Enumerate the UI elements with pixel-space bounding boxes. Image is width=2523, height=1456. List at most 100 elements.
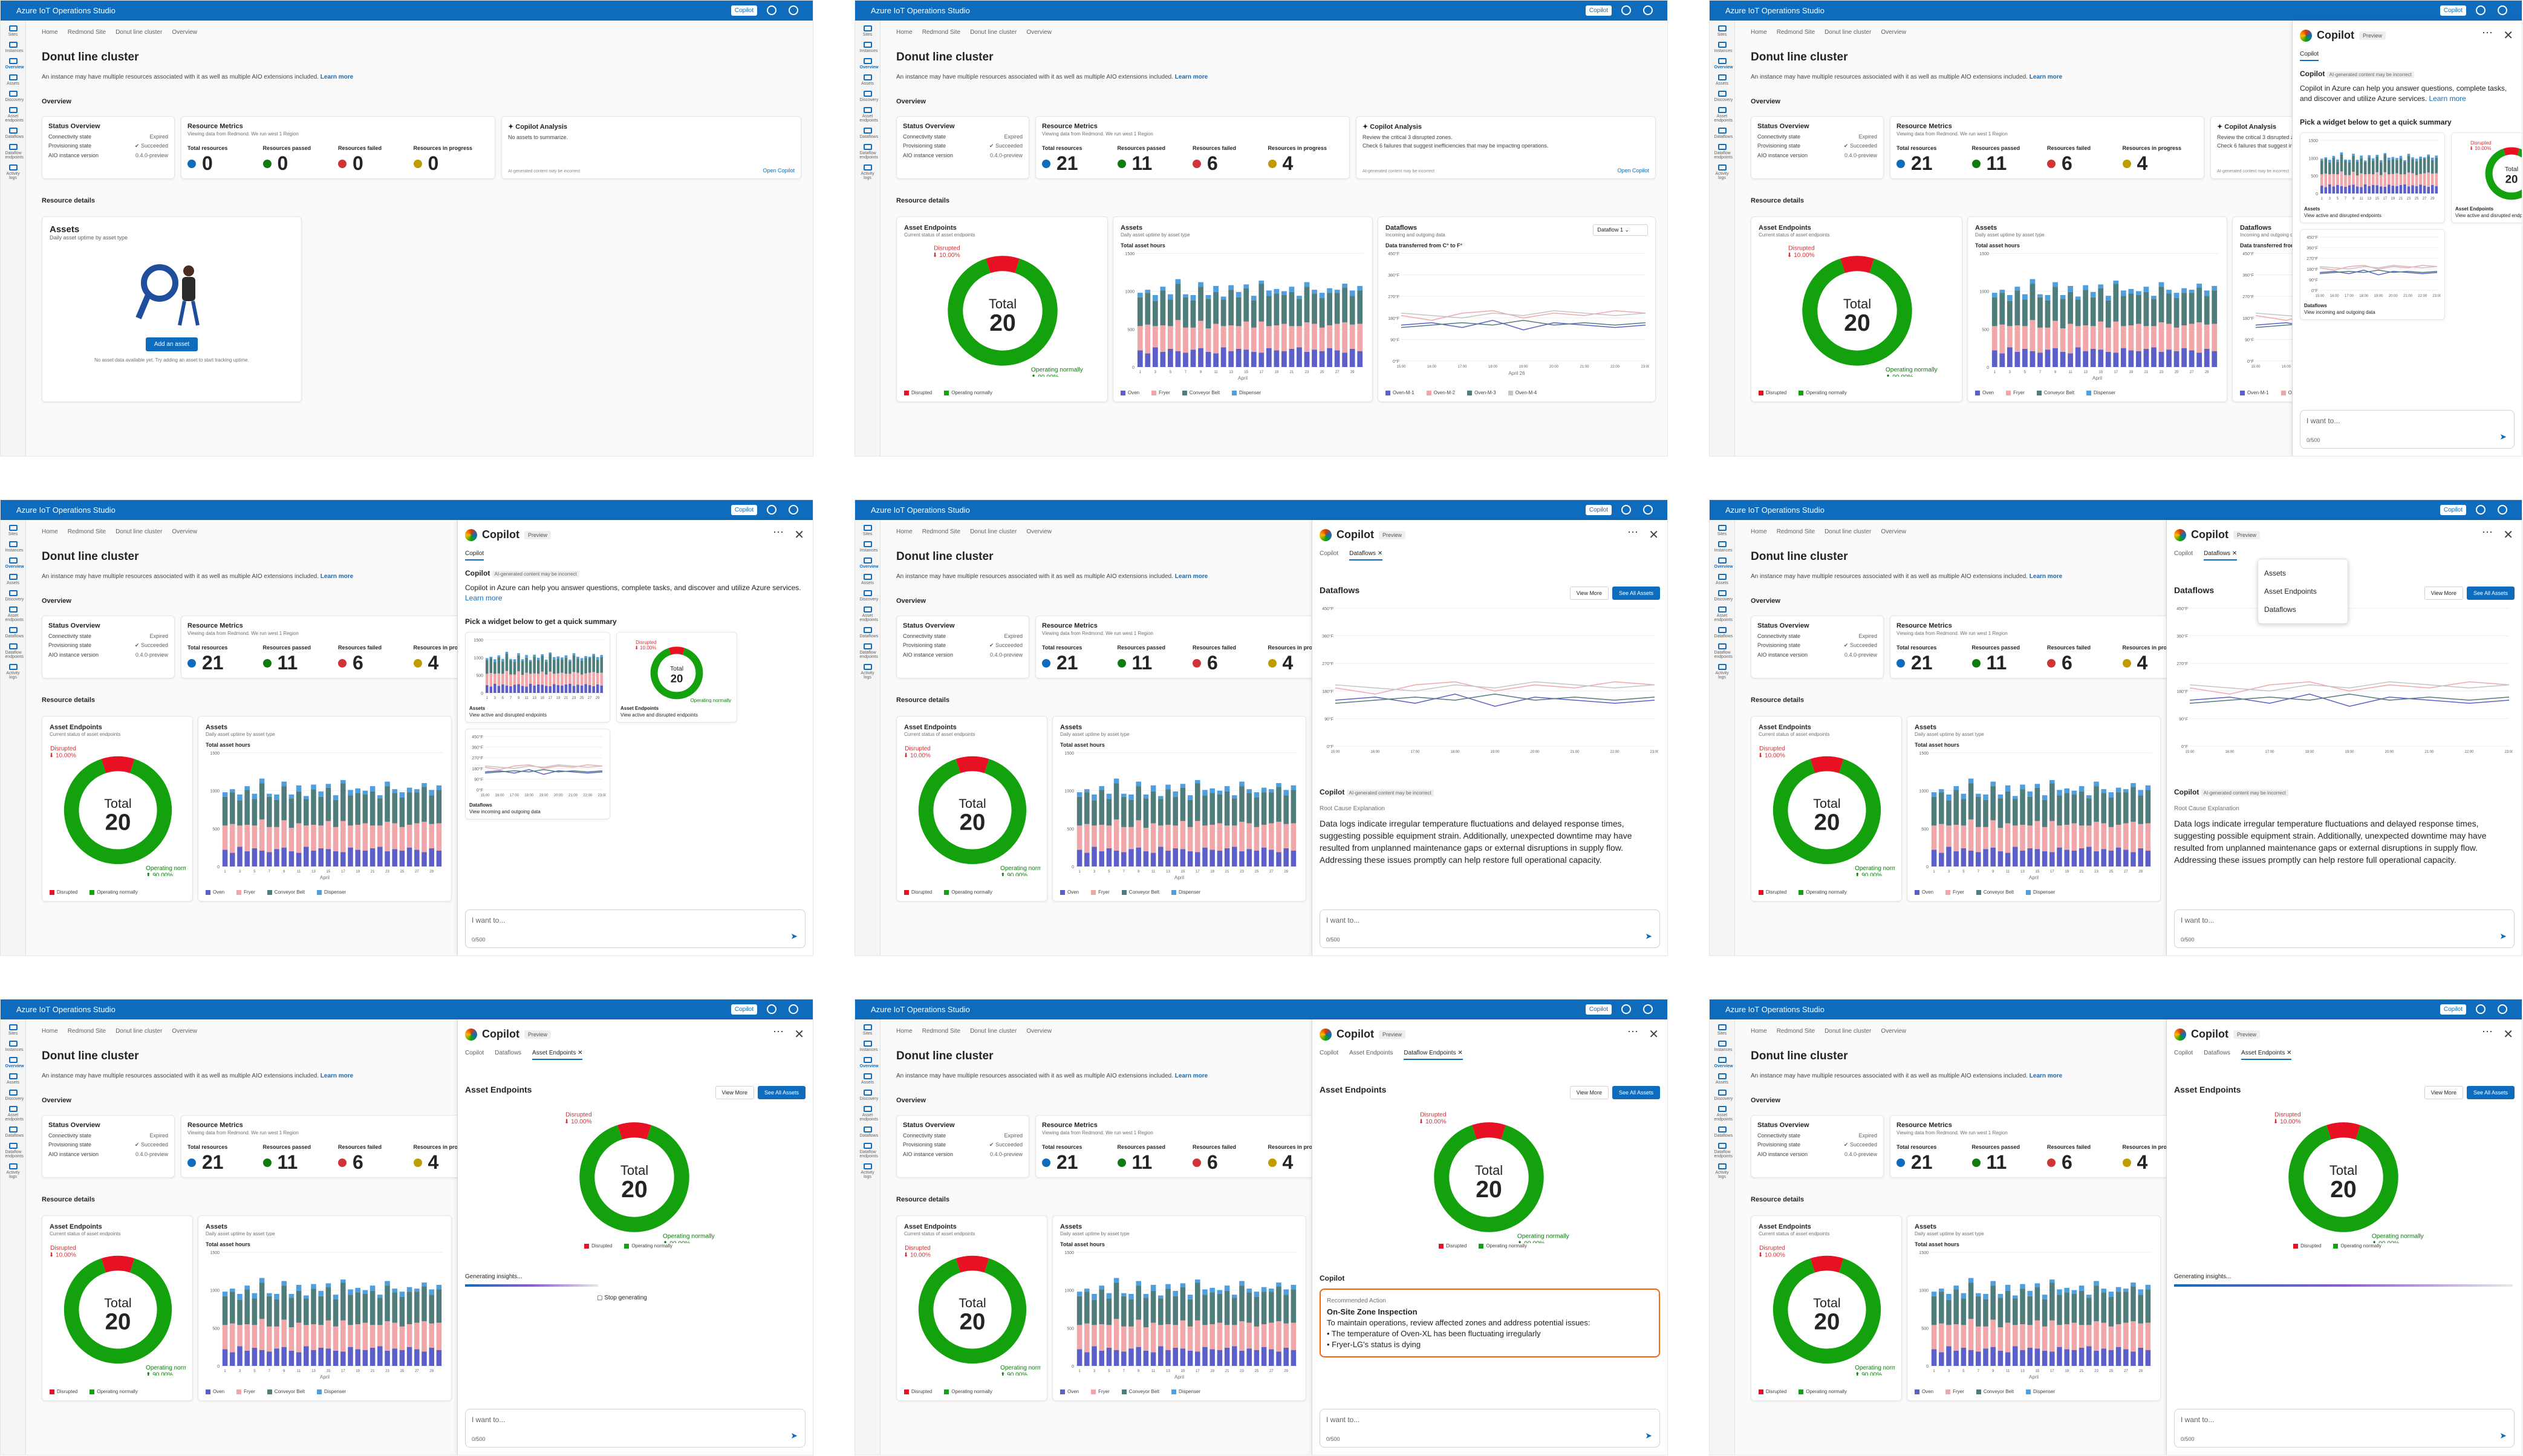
nav-item-asset-endpoints[interactable]: Asset endpoints xyxy=(5,606,24,622)
bar-conveyor-belt[interactable] xyxy=(2098,288,2104,322)
bar-conveyor-belt[interactable] xyxy=(1220,299,1226,327)
bar-dispenser[interactable] xyxy=(2328,160,2331,163)
bar-oven[interactable] xyxy=(2375,185,2379,193)
bar-fryer[interactable] xyxy=(274,827,279,850)
bar-conveyor-belt[interactable] xyxy=(2090,297,2096,327)
bar-conveyor-belt[interactable] xyxy=(1076,796,1082,826)
bar-fryer[interactable] xyxy=(1246,823,1252,850)
bar-conveyor-belt[interactable] xyxy=(2034,1287,2040,1321)
bar-conveyor-belt[interactable] xyxy=(489,658,493,674)
bar-dispenser[interactable] xyxy=(1246,1289,1252,1293)
bar-conveyor-belt[interactable] xyxy=(2049,783,2055,821)
bar-conveyor-belt[interactable] xyxy=(1187,1299,1193,1327)
nav-item-discovery[interactable]: Discovery xyxy=(5,1090,24,1101)
bar-dispenser[interactable] xyxy=(1953,786,1959,790)
bar-fryer[interactable] xyxy=(2399,174,2403,185)
breadcrumb-item[interactable]: Redmond Site xyxy=(922,29,961,36)
bar-dispenser[interactable] xyxy=(2332,155,2336,158)
line-oven-m-1[interactable] xyxy=(1335,694,1655,707)
bar-dispenser[interactable] xyxy=(2079,1285,2085,1291)
bar-dispenser[interactable] xyxy=(385,781,390,787)
bar-conveyor-belt[interactable] xyxy=(1113,1282,1119,1319)
bar-conveyor-belt[interactable] xyxy=(304,799,309,826)
breadcrumb-item[interactable]: Redmond Site xyxy=(1776,528,1815,535)
bar-oven[interactable] xyxy=(1145,353,1151,367)
close-icon[interactable]: ✕ xyxy=(794,528,804,542)
bar-conveyor-belt[interactable] xyxy=(2430,160,2434,174)
bar-dispenser[interactable] xyxy=(556,656,560,659)
nav-item-dataflow-endpoints[interactable]: Dataflow endpoints xyxy=(860,643,878,659)
bar-oven[interactable] xyxy=(1990,1347,1996,1366)
bar-fryer[interactable] xyxy=(1291,1322,1297,1350)
bar-conveyor-belt[interactable] xyxy=(2138,795,2143,824)
bar-conveyor-belt[interactable] xyxy=(2391,159,2395,174)
bar-conveyor-belt[interactable] xyxy=(2212,290,2218,324)
nav-item-sites[interactable]: Sites xyxy=(860,525,876,536)
bar-oven[interactable] xyxy=(399,850,405,866)
legend-item[interactable]: Conveyor Belt xyxy=(1976,889,2020,895)
bar-conveyor-belt[interactable] xyxy=(2068,291,2073,324)
bar-conveyor-belt[interactable] xyxy=(572,655,576,672)
bar-oven[interactable] xyxy=(1946,1346,1952,1366)
nav-item-dataflow-endpoints[interactable]: Dataflow endpoints xyxy=(1714,144,1733,160)
bar-fryer[interactable] xyxy=(1232,1325,1237,1347)
avatar-icon[interactable] xyxy=(1643,1004,1653,1014)
nav-item-dataflow-endpoints[interactable]: Dataflow endpoints xyxy=(5,1143,24,1159)
bar-oven[interactable] xyxy=(348,1347,353,1366)
bar-dispenser[interactable] xyxy=(497,655,501,657)
bar-fryer[interactable] xyxy=(2094,822,2099,851)
bar-dispenser[interactable] xyxy=(1283,1289,1289,1295)
bar-conveyor-belt[interactable] xyxy=(2123,1292,2129,1323)
nav-item-asset-endpoints[interactable]: Asset endpoints xyxy=(860,107,878,123)
bar-oven[interactable] xyxy=(296,853,302,866)
bar-oven[interactable] xyxy=(2212,351,2218,367)
bar-oven[interactable] xyxy=(592,686,595,693)
bar-oven[interactable] xyxy=(244,1350,250,1366)
nav-item-dataflows[interactable]: Dataflows xyxy=(860,1126,878,1138)
bar-dispenser[interactable] xyxy=(2415,158,2418,161)
bar-conveyor-belt[interactable] xyxy=(1092,1299,1097,1325)
bar-dispenser[interactable] xyxy=(222,1292,228,1296)
bar-oven[interactable] xyxy=(1243,349,1249,367)
legend-item[interactable]: Dispenser xyxy=(317,889,352,895)
bar-fryer[interactable] xyxy=(1205,328,1211,352)
bar-conveyor-belt[interactable] xyxy=(325,787,331,821)
bar-dispenser[interactable] xyxy=(296,785,302,791)
bar-oven[interactable] xyxy=(2098,349,2104,367)
bar-fryer[interactable] xyxy=(2204,324,2210,349)
bar-conveyor-belt[interactable] xyxy=(422,787,427,822)
bar-conveyor-belt[interactable] xyxy=(1228,290,1234,326)
bar-dispenser[interactable] xyxy=(274,1293,279,1299)
bar-oven[interactable] xyxy=(2101,1348,2106,1366)
breadcrumb-item[interactable]: Overview xyxy=(1026,29,1052,36)
bar-fryer[interactable] xyxy=(544,674,548,686)
bar-fryer[interactable] xyxy=(533,673,536,686)
bar-fryer[interactable] xyxy=(576,672,579,685)
bar-conveyor-belt[interactable] xyxy=(1217,1293,1223,1323)
breadcrumb-item[interactable]: Home xyxy=(896,528,913,535)
bar-fryer[interactable] xyxy=(2014,325,2020,352)
send-icon[interactable]: ➤ xyxy=(2499,1431,2507,1440)
nav-item-overview[interactable]: Overview xyxy=(1714,557,1733,569)
bar-fryer[interactable] xyxy=(1235,326,1242,349)
bar-fryer[interactable] xyxy=(1158,825,1164,847)
bar-dispenser[interactable] xyxy=(1297,296,1302,299)
send-icon[interactable]: ➤ xyxy=(790,1431,798,1440)
bar-fryer[interactable] xyxy=(1297,326,1302,348)
bar-fryer[interactable] xyxy=(237,1325,243,1347)
legend-item[interactable]: Conveyor Belt xyxy=(1182,390,1226,395)
nav-item-instances[interactable]: Instances xyxy=(1714,42,1732,53)
bar-fryer[interactable] xyxy=(222,1325,228,1350)
bar-dispenser[interactable] xyxy=(525,655,528,658)
bar-oven[interactable] xyxy=(485,685,489,693)
breadcrumb-item[interactable]: Overview xyxy=(1881,1028,1907,1035)
bar-conveyor-belt[interactable] xyxy=(1276,1286,1281,1322)
bar-oven[interactable] xyxy=(288,1350,295,1366)
bar-dispenser[interactable] xyxy=(369,1285,376,1291)
bar-oven[interactable] xyxy=(2101,849,2106,866)
bar-dispenser[interactable] xyxy=(561,657,564,660)
bar-oven[interactable] xyxy=(1997,851,2004,866)
bar-conveyor-belt[interactable] xyxy=(1150,791,1156,824)
send-icon[interactable]: ➤ xyxy=(790,931,798,941)
bar-dispenser[interactable] xyxy=(1283,790,1289,796)
